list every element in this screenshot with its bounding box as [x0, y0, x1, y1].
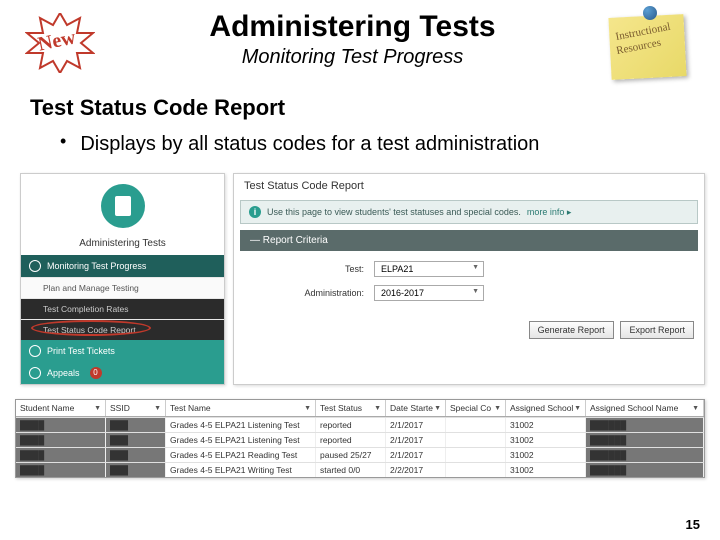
sidebar-heading-label: Appeals — [47, 368, 80, 378]
table-body: ███████Grades 4-5 ELPA21 Listening Testr… — [16, 417, 704, 477]
cell-test-name: Grades 4-5 ELPA21 Writing Test — [166, 463, 316, 477]
report-buttons: Generate Report Export Report — [234, 317, 704, 347]
cell-student: ████ — [16, 418, 106, 432]
cell-school: 31002 — [506, 418, 586, 432]
cell-test-name: Grades 4-5 ELPA21 Reading Test — [166, 448, 316, 462]
appeals-icon — [29, 367, 41, 379]
monitor-icon — [29, 260, 41, 272]
test-select[interactable]: ELPA21 — [374, 261, 484, 277]
page-title: Administering Tests — [100, 10, 605, 44]
cell-student: ████ — [16, 448, 106, 462]
form-row-admin: Administration: 2016-2017 — [244, 285, 694, 301]
bullet-row: • Displays by all status codes for a tes… — [0, 127, 720, 167]
cell-school: 31002 — [506, 448, 586, 462]
appeals-count-badge: 0 — [90, 367, 102, 379]
cell-school-name: ██████ — [586, 463, 704, 477]
sidebar-heading-print[interactable]: Print Test Tickets — [21, 340, 224, 362]
report-panel: Test Status Code Report i Use this page … — [233, 173, 705, 385]
criteria-body: Test: ELPA21 Administration: 2016-2017 — [234, 251, 704, 317]
page-subtitle: Monitoring Test Progress — [100, 46, 605, 69]
sidebar-title: Administering Tests — [21, 234, 224, 255]
cell-special — [446, 463, 506, 477]
cell-status: reported — [316, 433, 386, 447]
cell-ssid: ███ — [106, 463, 166, 477]
cell-school-name: ██████ — [586, 418, 704, 432]
sidebar-item-completion[interactable]: Test Completion Rates — [21, 298, 224, 319]
info-icon: i — [249, 206, 261, 218]
cell-school-name: ██████ — [586, 448, 704, 462]
clipboard-icon — [101, 184, 145, 228]
info-text: Use this page to view students' test sta… — [267, 207, 521, 217]
export-report-button[interactable]: Export Report — [620, 321, 694, 339]
data-table: Student Name▼ SSID▼ Test Name▼ Test Stat… — [15, 399, 705, 478]
more-info-link[interactable]: more info ▸ — [527, 207, 572, 218]
col-date-start[interactable]: Date Starte▼ — [386, 400, 446, 416]
cell-status: started 0/0 — [316, 463, 386, 477]
admin-label: Administration: — [244, 288, 374, 298]
cell-student: ████ — [16, 463, 106, 477]
form-row-test: Test: ELPA21 — [244, 261, 694, 277]
sticky-note: Instructional Resources — [605, 8, 690, 83]
cell-special — [446, 433, 506, 447]
sidebar-heading-appeals[interactable]: Appeals 0 — [21, 362, 224, 384]
cell-ssid: ███ — [106, 448, 166, 462]
cell-ssid: ███ — [106, 418, 166, 432]
cell-school: 31002 — [506, 433, 586, 447]
cell-date: 2/1/2017 — [386, 433, 446, 447]
admin-select[interactable]: 2016-2017 — [374, 285, 484, 301]
col-school-name[interactable]: Assigned School Name▼ — [586, 400, 704, 416]
table-row: ███████Grades 4-5 ELPA21 Writing Teststa… — [16, 462, 704, 477]
cell-date: 2/1/2017 — [386, 418, 446, 432]
bullet-dot: • — [60, 131, 66, 152]
report-title: Test Status Code Report — [234, 174, 704, 198]
cell-test-name: Grades 4-5 ELPA21 Listening Test — [166, 418, 316, 432]
cell-ssid: ███ — [106, 433, 166, 447]
sidebar-heading-label: Print Test Tickets — [47, 346, 115, 356]
sidebar-panel: Administering Tests Monitoring Test Prog… — [20, 173, 225, 385]
note-paper: Instructional Resources — [608, 14, 686, 80]
table-row: ███████Grades 4-5 ELPA21 Listening Testr… — [16, 417, 704, 432]
col-assigned-school[interactable]: Assigned School▼ — [506, 400, 586, 416]
sidebar-item-plan[interactable]: Plan and Manage Testing — [21, 277, 224, 298]
col-student-name[interactable]: Student Name▼ — [16, 400, 106, 416]
screenshot-row: Administering Tests Monitoring Test Prog… — [0, 167, 720, 385]
info-bar: i Use this page to view students' test s… — [240, 200, 698, 224]
print-icon — [29, 345, 41, 357]
cell-special — [446, 448, 506, 462]
header-titles: Administering Tests Monitoring Test Prog… — [100, 8, 605, 69]
page-number: 15 — [686, 517, 700, 532]
cell-school: 31002 — [506, 463, 586, 477]
cell-special — [446, 418, 506, 432]
criteria-bar[interactable]: — Report Criteria — [240, 230, 698, 251]
table-header: Student Name▼ SSID▼ Test Name▼ Test Stat… — [16, 400, 704, 417]
pushpin-icon — [643, 6, 657, 20]
col-ssid[interactable]: SSID▼ — [106, 400, 166, 416]
cell-student: ████ — [16, 433, 106, 447]
cell-date: 2/2/2017 — [386, 463, 446, 477]
new-badge: New — [20, 8, 100, 78]
table-row: ███████Grades 4-5 ELPA21 Reading Testpau… — [16, 447, 704, 462]
table-row: ███████Grades 4-5 ELPA21 Listening Testr… — [16, 432, 704, 447]
col-test-name[interactable]: Test Name▼ — [166, 400, 316, 416]
col-special-code[interactable]: Special Co▼ — [446, 400, 506, 416]
test-label: Test: — [244, 264, 374, 274]
bullet-text: Displays by all status codes for a test … — [80, 131, 539, 157]
slide-header: New Administering Tests Monitoring Test … — [0, 0, 720, 87]
sidebar-item-status-code[interactable]: Test Status Code Report — [21, 319, 224, 340]
cell-date: 2/1/2017 — [386, 448, 446, 462]
cell-school-name: ██████ — [586, 433, 704, 447]
sidebar-heading-label: Monitoring Test Progress — [47, 261, 146, 271]
cell-status: paused 25/27 — [316, 448, 386, 462]
sidebar-heading-monitoring[interactable]: Monitoring Test Progress — [21, 255, 224, 277]
sidebar-icon-wrap — [21, 174, 224, 234]
col-test-status[interactable]: Test Status▼ — [316, 400, 386, 416]
generate-report-button[interactable]: Generate Report — [529, 321, 614, 339]
section-title: Test Status Code Report — [0, 87, 720, 127]
cell-test-name: Grades 4-5 ELPA21 Listening Test — [166, 433, 316, 447]
cell-status: reported — [316, 418, 386, 432]
